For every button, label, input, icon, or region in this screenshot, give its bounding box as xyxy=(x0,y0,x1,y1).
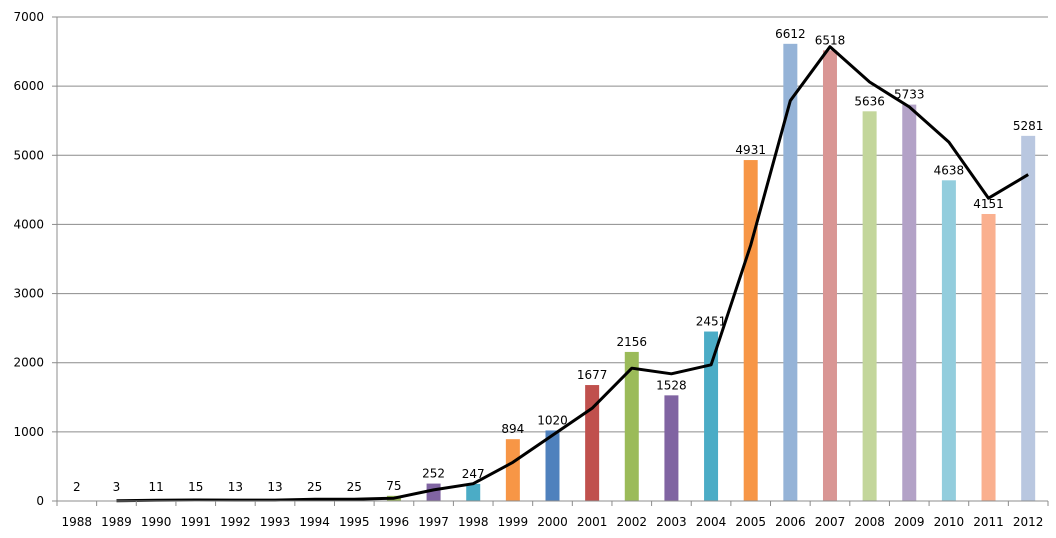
x-tick-label: 2011 xyxy=(973,515,1004,529)
x-tick-label: 2000 xyxy=(537,515,568,529)
x-tick-label: 2008 xyxy=(854,515,885,529)
x-tick-label: 1999 xyxy=(498,515,529,529)
x-tick-label: 1996 xyxy=(379,515,410,529)
data-label: 5733 xyxy=(894,88,925,102)
data-labels: 2 3 11 15 13 13 25 25 75 252 247 894 1020 1677 2156 152… xyxy=(73,27,1043,494)
bar-1998 xyxy=(466,483,481,501)
data-label: 13 xyxy=(267,480,282,494)
y-tick-label: 0 xyxy=(36,494,44,508)
x-tick-label: 2003 xyxy=(656,515,687,529)
x-tick-label: 1992 xyxy=(220,515,251,529)
x-tick-label: 2004 xyxy=(696,515,727,529)
data-label: 2451 xyxy=(696,315,727,329)
y-tick-label: 1000 xyxy=(13,425,44,439)
bars xyxy=(69,43,1036,502)
data-label: 15 xyxy=(188,480,203,494)
y-tick-label: 6000 xyxy=(13,79,44,93)
data-label: 75 xyxy=(386,479,401,493)
y-tick-label: 5000 xyxy=(13,148,44,162)
bar-2007 xyxy=(822,50,837,502)
y-tick-label: 2000 xyxy=(13,356,44,370)
data-label: 6612 xyxy=(775,27,806,41)
bar-2000 xyxy=(545,430,560,501)
data-label: 6518 xyxy=(815,33,846,47)
data-label: 5636 xyxy=(854,94,885,108)
bar-2003 xyxy=(664,395,679,501)
data-label: 252 xyxy=(422,467,445,481)
data-label: 1020 xyxy=(537,413,568,427)
x-tick-label: 1998 xyxy=(458,515,489,529)
bar-2011 xyxy=(981,213,996,501)
trend-line xyxy=(116,45,1029,503)
x-tick-label: 1997 xyxy=(418,515,449,529)
x-tick-label: 1990 xyxy=(141,515,172,529)
data-label: 5281 xyxy=(1013,119,1044,133)
bar-2012 xyxy=(1021,135,1036,501)
x-axis: 1988 1989 1990 1991 1992 1993 1994 1995 1996 1997… xyxy=(56,501,1049,529)
bar-2010 xyxy=(941,180,956,501)
x-tick-label: 1994 xyxy=(299,515,330,529)
data-label: 25 xyxy=(347,480,362,494)
bar-2001 xyxy=(585,385,600,501)
data-label: 894 xyxy=(501,422,524,436)
x-tick-label: 1989 xyxy=(101,515,132,529)
gridlines xyxy=(57,16,1048,433)
y-tick-label: 4000 xyxy=(13,217,44,231)
trend-line-group xyxy=(116,45,1029,503)
x-tick-label: 2012 xyxy=(1013,515,1044,529)
bar-2002 xyxy=(624,351,639,501)
data-label: 4931 xyxy=(735,143,766,157)
data-label: 247 xyxy=(462,467,485,481)
x-tick-label: 1995 xyxy=(339,515,370,529)
bar-2004 xyxy=(704,331,719,501)
data-label: 2 xyxy=(73,480,81,494)
data-label: 4638 xyxy=(934,163,965,177)
data-label: 1677 xyxy=(577,368,608,382)
y-tick-label: 7000 xyxy=(13,10,44,24)
x-tick-label: 2005 xyxy=(735,515,766,529)
bar-2006 xyxy=(783,43,798,502)
x-tick-label: 2010 xyxy=(934,515,965,529)
data-label: 2156 xyxy=(617,335,648,349)
bar-2008 xyxy=(862,111,877,502)
bar-2009 xyxy=(902,104,917,501)
y-axis: 0 1000 2000 3000 4000 5000 6000 7000 xyxy=(13,10,1048,508)
x-tick-label: 2009 xyxy=(894,515,925,529)
data-label: 13 xyxy=(228,480,243,494)
x-tick-label: 1991 xyxy=(180,515,211,529)
y-tick-label: 3000 xyxy=(13,287,44,301)
data-label: 25 xyxy=(307,480,322,494)
x-tick-label: 2002 xyxy=(617,515,648,529)
data-label: 4151 xyxy=(973,197,1004,211)
x-tick-label: 2006 xyxy=(775,515,806,529)
bar-1999 xyxy=(505,439,520,501)
x-tick-label: 1988 xyxy=(62,515,93,529)
bar-2005 xyxy=(743,160,758,501)
x-tick-label: 2007 xyxy=(815,515,846,529)
x-tick-label: 1993 xyxy=(260,515,291,529)
data-label: 3 xyxy=(113,480,121,494)
data-label: 11 xyxy=(148,480,163,494)
x-tick-label: 2001 xyxy=(577,515,608,529)
data-label: 1528 xyxy=(656,378,687,392)
